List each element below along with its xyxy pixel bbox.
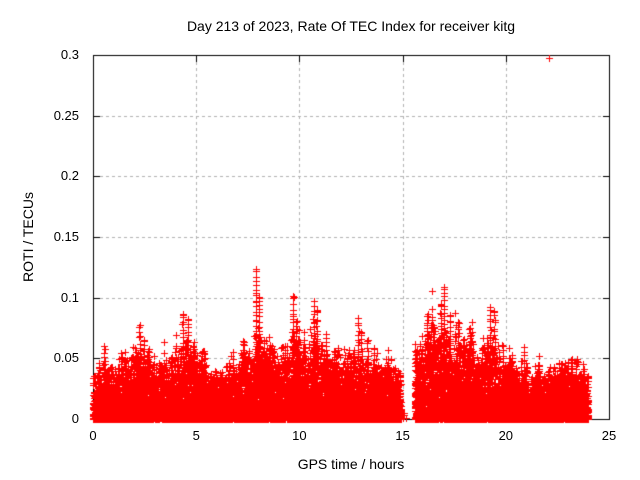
y-tick-label: 0.05 [53, 350, 79, 366]
y-tick-label: 0.1 [60, 289, 79, 305]
y-tick-label: 0.2 [60, 168, 79, 184]
x-tick-label: 15 [395, 428, 410, 443]
y-tick-label: 0 [71, 411, 79, 426]
chart-title: Day 213 of 2023, Rate Of TEC Index for r… [186, 18, 516, 34]
x-tick-label: 5 [192, 428, 200, 443]
x-tick-label: 0 [89, 428, 97, 443]
x-tick-label: 10 [292, 428, 307, 443]
x-tick-label: 25 [601, 428, 617, 443]
x-axis-label: GPS time / hours [297, 456, 405, 472]
x-tick-label: 20 [498, 428, 514, 443]
y-tick-label: 0.15 [53, 229, 79, 244]
y-tick-label: 0.25 [53, 107, 79, 123]
y-tick-label: 0.3 [60, 47, 79, 62]
